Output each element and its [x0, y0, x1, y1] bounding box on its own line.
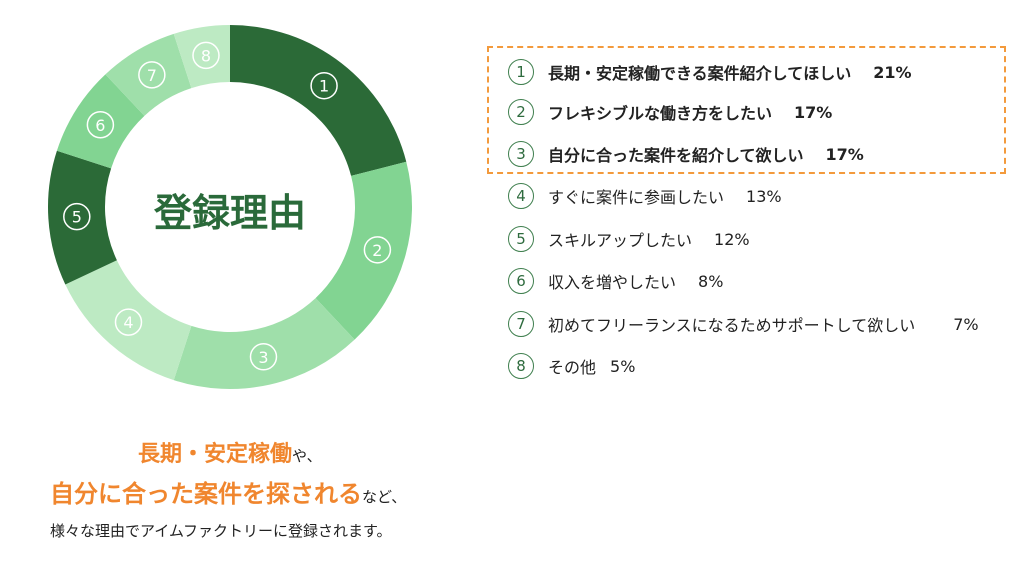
legend-item-6: 6 収入を増やしたい 8%: [508, 267, 723, 295]
segment-number-circle-6: [86, 111, 115, 139]
legend-label-1: 長期・安定稼働できる案件紹介してほしい: [548, 64, 852, 83]
legend-percent-3: 17%: [825, 144, 864, 164]
footer-line-1: 長期・安定稼働や、: [138, 436, 322, 468]
segment-number-8: 8: [201, 46, 211, 65]
segment-number-circle-1: [310, 71, 338, 100]
segment-number-circle-3: [249, 343, 278, 371]
legend-label-6: 収入を増やしたい: [548, 273, 677, 292]
donut-segment-6: [56, 74, 145, 169]
segment-number-5: 5: [72, 208, 82, 227]
legend-number-2: 2: [508, 99, 534, 125]
segment-number-circle-8: [192, 41, 220, 70]
footer-line-1-tail: や、: [292, 447, 322, 465]
legend-number-8: 8: [508, 353, 534, 379]
footer-line-1-highlight: 長期・安定稼働: [138, 442, 293, 467]
legend-number-1: 1: [508, 59, 534, 85]
legend-percent-8: 5%: [610, 356, 636, 376]
segment-number-2: 2: [372, 241, 382, 260]
legend-number-7: 7: [508, 311, 534, 337]
legend-percent-1: 21%: [873, 62, 912, 82]
segment-number-7: 7: [147, 66, 157, 85]
donut-segment-5: [48, 150, 117, 285]
segment-number-1: 1: [319, 77, 329, 96]
legend-label-2: フレキシブルな働き方をしたい: [548, 104, 773, 123]
footer-line-2-highlight: 自分に合った案件を探される: [50, 480, 362, 508]
legend-item-1: 1 長期・安定稼働できる案件紹介してほしい 21%: [508, 58, 912, 86]
segment-number-6: 6: [95, 116, 105, 135]
legend-number-3: 3: [508, 141, 534, 167]
legend-number-6: 6: [508, 268, 534, 294]
donut-segment-4: [65, 260, 192, 381]
donut-segment-8: [173, 25, 230, 89]
segment-number-4: 4: [123, 313, 133, 332]
segment-number-3: 3: [258, 348, 268, 367]
segment-number-circle-7: [138, 61, 166, 89]
legend-item-4: 4 すぐに案件に参画したい 13%: [508, 182, 782, 210]
legend-label-3: 自分に合った案件を紹介して欲しい: [548, 146, 804, 165]
legend-item-7: 7 初めてフリーランスになるためサポートして欲しい 7%: [508, 310, 979, 338]
legend-label-5: スキルアップしたい: [548, 231, 693, 250]
donut-segment-7: [105, 33, 192, 116]
legend-label-8: その他: [548, 358, 597, 377]
legend-percent-6: 8%: [698, 271, 724, 291]
legend-percent-4: 13%: [746, 186, 782, 206]
footer-line-2: 自分に合った案件を探されるなど、: [50, 474, 406, 509]
segment-number-circle-2: [363, 236, 392, 264]
legend-label-4: すぐに案件に参画したい: [548, 188, 725, 207]
legend-item-5: 5 スキルアップしたい 12%: [508, 225, 750, 253]
legend-percent-5: 12%: [714, 229, 750, 249]
donut-chart: 1 2 3 4 5 6 7 8 登録理由: [48, 25, 413, 389]
legend-number-4: 4: [508, 183, 534, 209]
footer-line-3: 様々な理由でアイムファクトリーに登録されます。: [50, 522, 392, 540]
segment-number-circle-5: [63, 202, 91, 231]
legend-label-7: 初めてフリーランスになるためサポートして欲しい: [548, 316, 916, 335]
legend-percent-2: 17%: [794, 102, 833, 122]
highlight-box: [487, 46, 1006, 174]
legend-number-5: 5: [508, 226, 534, 252]
segment-number-circle-4: [114, 308, 143, 336]
footer-line-2-tail: など、: [362, 488, 407, 506]
legend-percent-7: 7%: [953, 314, 979, 334]
legend-item-8: 8 その他 5%: [508, 352, 635, 380]
legend-item-3: 3 自分に合った案件を紹介して欲しい 17%: [508, 140, 864, 168]
chart-title: 登録理由: [153, 191, 306, 235]
donut-segment-1: [230, 25, 407, 176]
legend-item-2: 2 フレキシブルな働き方をしたい 17%: [508, 98, 832, 126]
